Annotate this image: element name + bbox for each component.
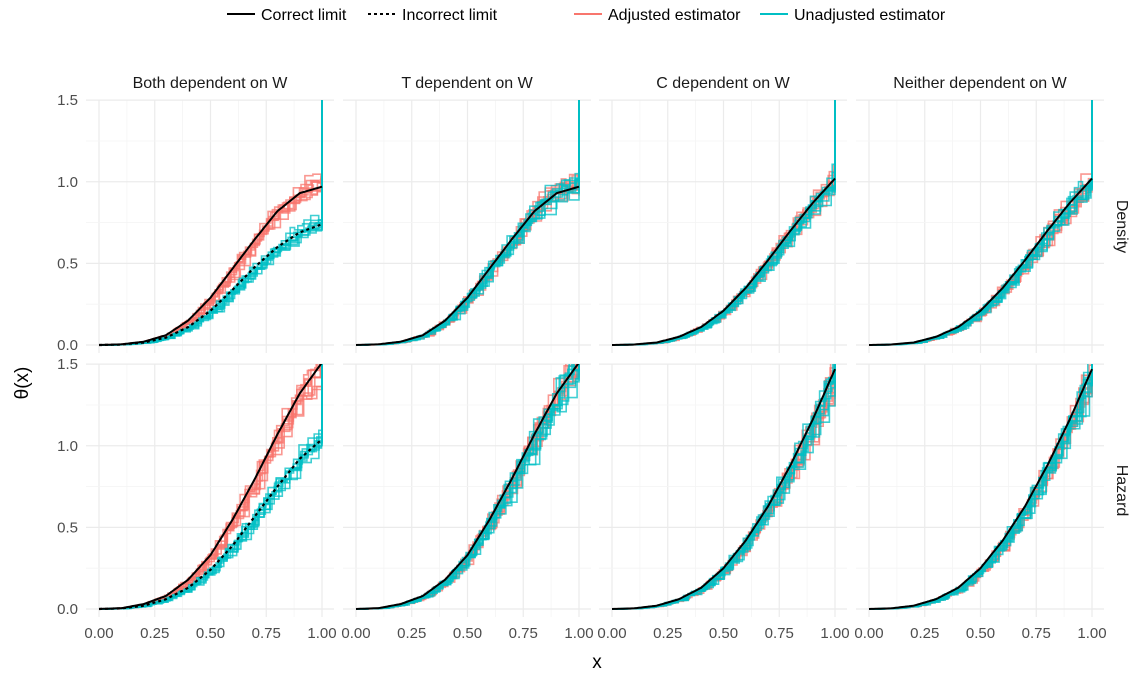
correct-limit-line	[355, 364, 580, 610]
x-tick-label: 1.00	[820, 625, 849, 642]
x-tick-label: 0.75	[765, 625, 794, 642]
unadjusted-estimator-path	[99, 100, 323, 346]
legend: Correct limit Incorrect limit Adjusted e…	[227, 7, 946, 24]
facet-panel	[86, 363, 334, 617]
x-tick-label: 0.25	[397, 625, 426, 642]
facet-panel	[599, 363, 847, 617]
facet-panel	[86, 99, 334, 353]
y-tick-label: 0.5	[57, 255, 78, 272]
x-tick-label: 1.00	[1077, 625, 1106, 642]
column-strip-label: T dependent on W	[401, 75, 533, 92]
y-tick-label: 1.0	[57, 438, 78, 455]
x-tick-label: 0.75	[252, 625, 281, 642]
y-axis-title: θ(x)	[12, 367, 33, 400]
correct-limit-line	[355, 185, 580, 346]
correct-limit-line	[868, 368, 1093, 610]
facet-panel	[856, 363, 1104, 617]
panel-curves	[869, 100, 1093, 346]
legend-label-incorrect-limit: Incorrect limit	[402, 7, 498, 24]
facet-panel	[856, 99, 1104, 353]
y-tick-label: 0.0	[57, 601, 78, 618]
legend-label-unadjusted-estimator: Unadjusted estimator	[794, 7, 946, 24]
panel-curves	[98, 364, 323, 611]
correct-limit-line	[611, 368, 836, 610]
panel-curves	[355, 100, 580, 346]
y-tick-label: 1.0	[57, 174, 78, 191]
column-strip-label: C dependent on W	[656, 75, 790, 92]
x-tick-label: 0.00	[854, 625, 883, 642]
x-tick-label: 1.00	[307, 625, 336, 642]
correct-limit-line	[612, 177, 836, 346]
x-tick-label: 0.25	[140, 625, 169, 642]
x-tick-label: 0.75	[509, 625, 538, 642]
panel-grid: Both dependent on W T dependent on W C dep…	[57, 75, 1130, 642]
facet-panel	[599, 99, 847, 353]
y-tick-label: 0.5	[57, 519, 78, 536]
x-tick-label: 0.50	[709, 625, 738, 642]
gridlines	[343, 363, 591, 617]
y-tick-label: 1.5	[57, 92, 78, 109]
incorrect-limit-line	[98, 438, 323, 611]
panel-curves	[612, 100, 836, 346]
x-tick-label: 0.50	[453, 625, 482, 642]
panel-curves	[611, 364, 836, 610]
column-strip-label: Neither dependent on W	[893, 75, 1067, 92]
facet-panel	[343, 99, 591, 353]
x-tick-label: 0.75	[1022, 625, 1051, 642]
gridlines	[856, 99, 1104, 353]
row-strip-label: Density	[1113, 200, 1130, 253]
legend-label-adjusted-estimator: Adjusted estimator	[608, 7, 741, 24]
gridlines	[856, 363, 1104, 617]
x-tick-label: 0.25	[653, 625, 682, 642]
row-strip-label: Hazard	[1113, 465, 1130, 517]
x-axis-title: x	[592, 652, 602, 673]
panel-curves	[355, 364, 580, 610]
legend-label-correct-limit: Correct limit	[261, 7, 347, 24]
column-strip-label: Both dependent on W	[133, 75, 289, 92]
gridlines	[599, 99, 847, 353]
correct-limit-line	[869, 177, 1093, 346]
y-tick-label: 0.0	[57, 337, 78, 354]
panel-curves	[98, 100, 323, 347]
correct-limit-line	[98, 364, 323, 610]
unadjusted-estimator-path	[99, 364, 323, 610]
x-tick-label: 0.00	[341, 625, 370, 642]
x-tick-label: 0.00	[84, 625, 113, 642]
correct-limit-line	[98, 185, 323, 346]
x-tick-label: 0.00	[597, 625, 626, 642]
x-tick-label: 0.25	[910, 625, 939, 642]
x-tick-label: 0.50	[196, 625, 225, 642]
panel-curves	[868, 364, 1093, 610]
y-tick-label: 1.5	[57, 356, 78, 373]
x-tick-label: 1.00	[564, 625, 593, 642]
x-tick-label: 0.50	[966, 625, 995, 642]
facet-panel	[343, 363, 591, 617]
gridlines	[343, 99, 591, 353]
